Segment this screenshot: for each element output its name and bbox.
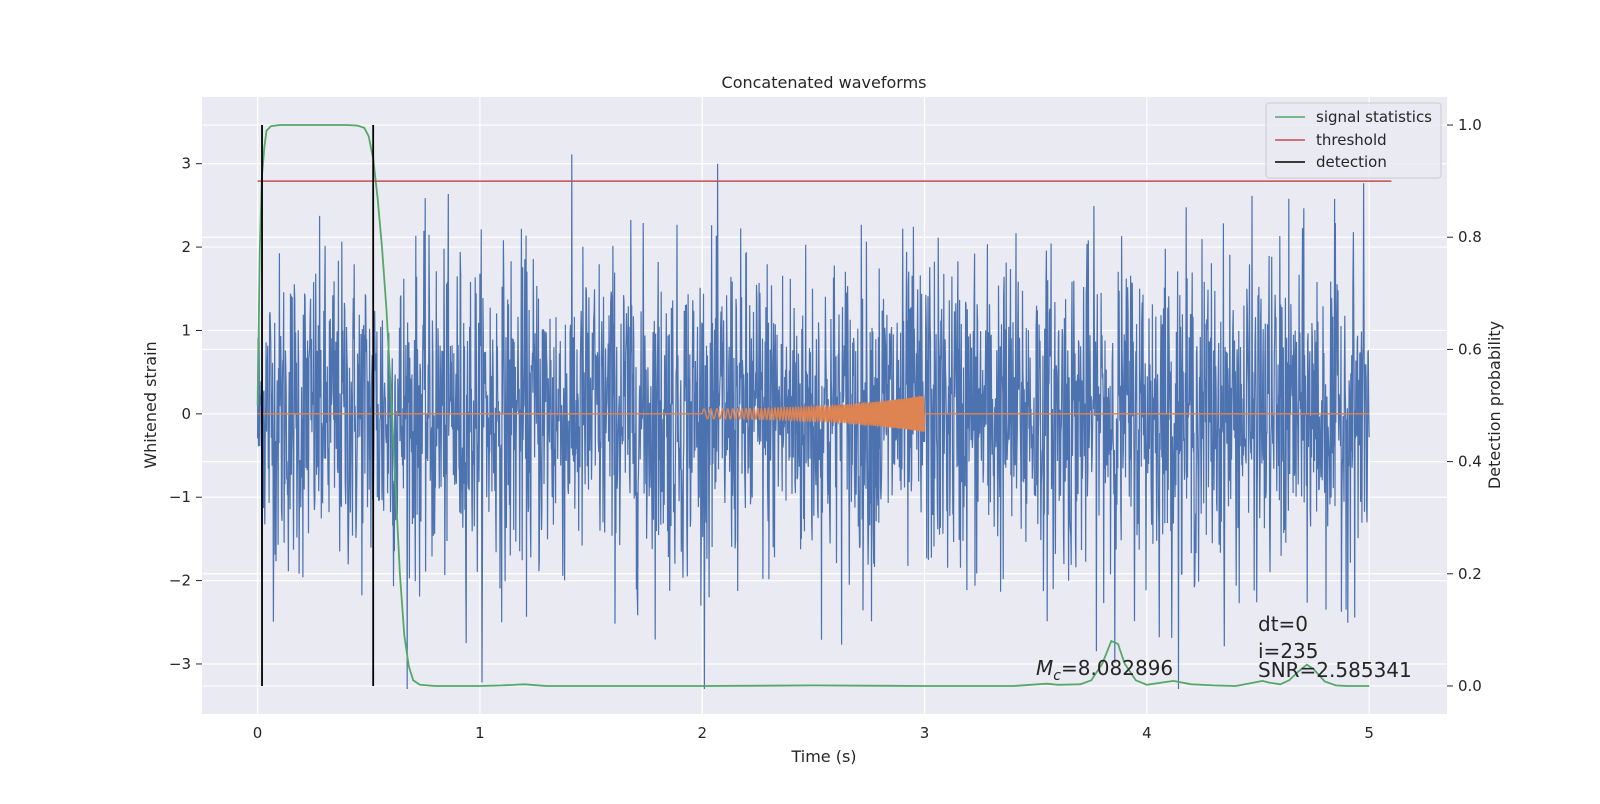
annotation-mc-subscript: c: [1053, 668, 1061, 684]
x-tick-label: 5: [1364, 724, 1374, 742]
annotation-mc: Mc=8.082896: [1036, 656, 1173, 684]
x-tick-label: 0: [253, 724, 263, 742]
detection-series: [261, 125, 375, 686]
noise-line: [257, 154, 1370, 690]
y-tick-label: −3: [169, 655, 191, 673]
legend-label-signal-statistics: signal statistics: [1316, 108, 1432, 126]
y-axis-label: Whitened strain: [141, 341, 160, 468]
noise-series: [257, 154, 1370, 690]
y-tick-label: 0: [181, 405, 191, 423]
legend-box: [1265, 102, 1442, 179]
y-tick-label: 1: [181, 321, 191, 339]
annotation-mc-symbol: M: [1036, 656, 1053, 680]
annotation-i: i=235: [1258, 639, 1319, 663]
svg-text:Mc=8.082896: Mc=8.082896: [1036, 656, 1173, 684]
x-tick-label: 1: [475, 724, 485, 742]
legend: signal statistics threshold detection: [1265, 102, 1442, 179]
annotation-mc-value: =8.082896: [1061, 656, 1173, 680]
chart-title: Concatenated waveforms: [722, 73, 927, 92]
legend-label-detection: detection: [1316, 153, 1387, 171]
x-tick-label: 3: [920, 724, 930, 742]
y-tick-label: −1: [169, 488, 191, 506]
tick-labels: 0 1 2 3 4 5 −3 −2 −1 0 1 2 3 0.0 0.2 0.4 0.6 0.8 1.0: [169, 116, 1482, 742]
signal-statistics-series: [256, 124, 1370, 687]
annotation-dt: dt=0: [1258, 612, 1308, 636]
x-tick-label: 4: [1142, 724, 1152, 742]
signal-statistics-line: [256, 124, 1370, 687]
y-tick-label: −2: [169, 572, 191, 590]
waveform-line: [257, 395, 1370, 432]
y2-tick-label: 0.8: [1458, 228, 1482, 246]
y-tick-label: 3: [181, 155, 191, 173]
y2-tick-label: 0.0: [1458, 677, 1482, 695]
legend-label-threshold: threshold: [1316, 131, 1387, 149]
y-tick-label: 2: [181, 238, 191, 256]
y2-tick-label: 0.6: [1458, 340, 1482, 358]
y2-tick-label: 0.4: [1458, 453, 1482, 471]
annotation-snr: SNR=2.585341: [1258, 658, 1412, 682]
y2-tick-label: 1.0: [1458, 116, 1482, 134]
x-tick-label: 2: [697, 724, 707, 742]
x-axis-label: Time (s): [790, 747, 856, 766]
y2-tick-label: 0.2: [1458, 565, 1482, 583]
waveform-series: [257, 395, 1370, 432]
y2-axis-label: Detection probability: [1485, 321, 1504, 489]
